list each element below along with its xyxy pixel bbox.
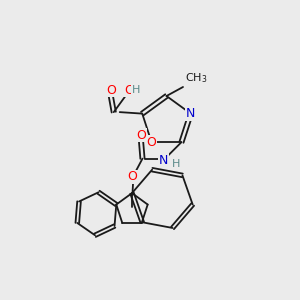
Text: O: O	[106, 84, 116, 97]
Text: H: H	[172, 159, 180, 169]
Text: O: O	[147, 136, 156, 148]
Text: N: N	[159, 154, 168, 166]
Text: CH$_3$: CH$_3$	[184, 72, 207, 86]
Text: H: H	[131, 85, 140, 95]
Text: N: N	[186, 107, 195, 120]
Text: O: O	[124, 84, 134, 97]
Text: O: O	[127, 170, 137, 183]
Text: O: O	[136, 129, 146, 142]
